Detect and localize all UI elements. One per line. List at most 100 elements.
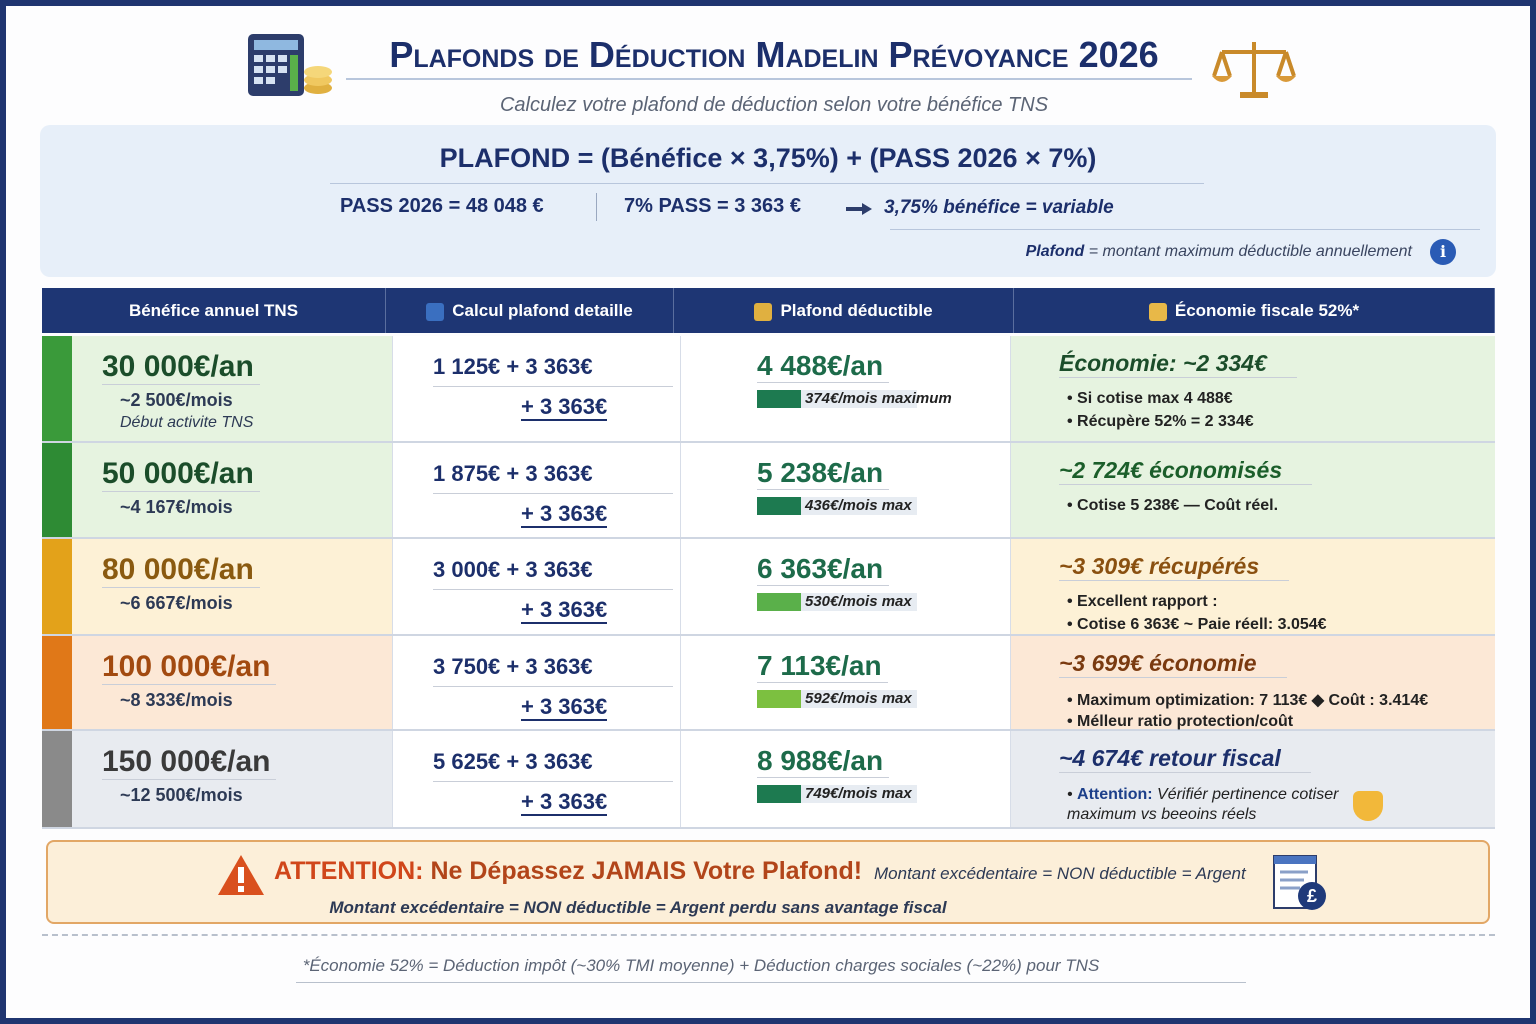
calculation-total: + 3 363€ xyxy=(521,597,608,624)
header-icon xyxy=(426,302,445,321)
benefit-cell: 80 000€/an ~6 667€/mois xyxy=(72,539,392,634)
monthly: ~4 167€/mois xyxy=(120,497,233,517)
plafond-cell: 4 488€/an 374€/mois maximum xyxy=(680,336,1010,441)
monthly: ~6 667€/mois xyxy=(120,593,233,613)
benefit-cell: 50 000€/an ~4 167€/mois xyxy=(72,443,392,537)
pass-7: 7% PASS = 3 363 € xyxy=(624,195,801,217)
table-row: 80 000€/an ~6 667€/mois 3 000€ + 3 363€ + 3… xyxy=(42,539,1495,636)
row-accent xyxy=(42,336,72,441)
formula-box: PLAFOND = (Bénéfice × 3,75%) + (PASS 202… xyxy=(40,125,1496,277)
plafond-cell: 8 988€/an 749€/mois max xyxy=(680,731,1010,827)
saving-detail: Récupère 52% = 2 334€ xyxy=(1067,413,1254,431)
calc-cell: 1 125€ + 3 363€ + 3 363€ xyxy=(392,336,680,441)
plafond-cell: 5 238€/an 436€/mois max xyxy=(680,443,1010,537)
subtitle: Calculez votre plafond de déduction selo… xyxy=(499,94,1049,116)
calc-cell: 5 625€ + 3 363€ + 3 363€ xyxy=(392,731,680,827)
saving-cell: Économie: ~2 334€ Si cotise max 4 488€ Réc… xyxy=(1010,336,1495,441)
attention-label: Attention: xyxy=(1077,786,1153,803)
table-row: 30 000€/an ~2 500€/mois Début activite TNS… xyxy=(42,336,1495,443)
calc-cell: 3 750€ + 3 363€ + 3 363€ xyxy=(392,636,680,729)
calculation: 1 125€ + 3 363€ xyxy=(433,354,673,387)
saving-detail: Cotise 5 238€ — Coût réel. xyxy=(1067,497,1278,515)
calculation-total: + 3 363€ xyxy=(521,501,608,528)
monthly-bar: 592€/mois max xyxy=(757,690,917,708)
benefit-cell: 30 000€/an ~2 500€/mois Début activite TNS xyxy=(72,336,392,441)
header-icon xyxy=(754,302,773,321)
plafond: 5 238€/an xyxy=(757,457,890,490)
monthly-bar: 530€/mois max xyxy=(757,593,917,611)
calculation: 3 750€ + 3 363€ xyxy=(433,654,673,687)
row-accent xyxy=(42,731,72,827)
bar-label: 374€/mois maximum xyxy=(805,390,952,407)
monthly-bar: 749€/mois max xyxy=(757,785,917,803)
warning-label: ATTENTION: xyxy=(274,857,424,885)
separator xyxy=(42,934,1495,936)
bar-label: 436€/mois max xyxy=(805,497,912,514)
warning-heading: Ne Dépassez JAMAIS Votre Plafond! xyxy=(430,857,863,885)
definition-text: = montant maximum déductible annuellemen… xyxy=(1088,243,1412,260)
calculation-part: + 3 363€ xyxy=(521,694,608,721)
monthly-bar: 436€/mois max xyxy=(757,497,917,515)
warning-icon xyxy=(218,855,264,895)
bar-fill xyxy=(757,785,801,803)
saving-detail: Excellent rapport : xyxy=(1067,593,1217,611)
warning-side: Montant excédentaire = NON déductible = … xyxy=(874,864,1246,883)
saving-detail: Attention: Vérifiér pertinence cotiser m… xyxy=(1067,785,1357,825)
title: Plafonds de Déduction Madelin Prévoyance… xyxy=(389,34,1159,75)
benefit-cell: 100 000€/an ~8 333€/mois xyxy=(72,636,392,729)
calculator-icon xyxy=(248,34,332,96)
document-icon: £ xyxy=(1273,855,1326,910)
definition: Plafond = montant maximum déductible ann… xyxy=(1026,243,1412,261)
table-row: 150 000€/an ~12 500€/mois 5 625€ + 3 363€ +… xyxy=(42,731,1495,829)
plafond-cell: 7 113€/an 592€/mois max xyxy=(680,636,1010,729)
benefit: 100 000€/an xyxy=(102,650,277,685)
variable-part: 3,75% bénéfice = variable xyxy=(884,197,1114,218)
pass-value: PASS 2026 = 48 048 € xyxy=(340,195,544,217)
rule xyxy=(296,982,1246,983)
benefit: 80 000€/an xyxy=(102,553,260,588)
header-text: Plafond déductible xyxy=(780,301,933,320)
row-accent xyxy=(42,443,72,537)
benefit: 150 000€/an xyxy=(102,745,277,780)
saving: ~4 674€ retour fiscal xyxy=(1059,745,1311,773)
table-row: 50 000€/an ~4 167€/mois 1 875€ + 3 363€ + 3… xyxy=(42,443,1495,539)
calculation-part: + 3 363€ xyxy=(521,501,608,528)
saving-detail: Maximum optimization: 7 113€ ◆ Coût : 3.… xyxy=(1067,690,1428,710)
plafond: 6 363€/an xyxy=(757,553,890,586)
column-header: Plafond déductible xyxy=(674,288,1014,333)
row-accent xyxy=(42,539,72,634)
plafond: 8 988€/an xyxy=(757,745,890,778)
calculation: 5 625€ + 3 363€ xyxy=(433,749,673,782)
column-header: Économie fiscale 52%* xyxy=(1014,288,1495,333)
saving: ~2 724€ économisés xyxy=(1059,457,1313,485)
bar-label: 749€/mois max xyxy=(805,785,912,802)
title-rule xyxy=(346,78,1192,80)
bar-fill xyxy=(757,497,801,515)
header-text: Bénéfice annuel TNS xyxy=(128,301,299,320)
warning-box: ATTENTION: Ne Dépassez JAMAIS Votre Plaf… xyxy=(46,840,1490,924)
header-text: Calcul plafond detaille xyxy=(452,301,633,320)
definition-term: Plafond xyxy=(1025,243,1085,260)
plafond: 4 488€/an xyxy=(757,350,890,383)
plafond-cell: 6 363€/an 530€/mois max xyxy=(680,539,1010,634)
saving-cell: ~3 699€ économie Maximum optimization: 7 … xyxy=(1010,636,1495,730)
monthly-bar: 374€/mois maximum xyxy=(757,390,952,408)
calculation: 3 000€ + 3 363€ xyxy=(433,557,673,590)
attention-text: Vérifiér pertinence cotiser maximum vs b… xyxy=(1067,786,1339,823)
calculation-total: + 3 363€ xyxy=(521,789,608,816)
footnote: *Économie 52% = Déduction impôt (~30% TM… xyxy=(302,956,1100,975)
warning-title: ATTENTION: Ne Dépassez JAMAIS Votre Plaf… xyxy=(274,857,862,886)
rule xyxy=(330,183,1204,184)
calc-cell: 3 000€ + 3 363€ + 3 363€ xyxy=(392,539,680,634)
benefit: 50 000€/an xyxy=(102,457,260,492)
rule xyxy=(890,229,1480,230)
header-icon xyxy=(1148,302,1167,321)
saving-cell: ~2 724€ économisés Cotise 5 238€ — Coût r… xyxy=(1010,443,1495,537)
badge-icon xyxy=(1353,791,1383,821)
warning-text: Montant excédentaire = NON déductible = … xyxy=(329,898,947,917)
calc-cell: 1 875€ + 3 363€ + 3 363€ xyxy=(392,443,680,537)
calculation-part: + 3 363€ xyxy=(521,394,608,421)
benefit: 30 000€/an xyxy=(102,350,260,385)
saving: Économie: ~2 334€ xyxy=(1059,350,1297,378)
